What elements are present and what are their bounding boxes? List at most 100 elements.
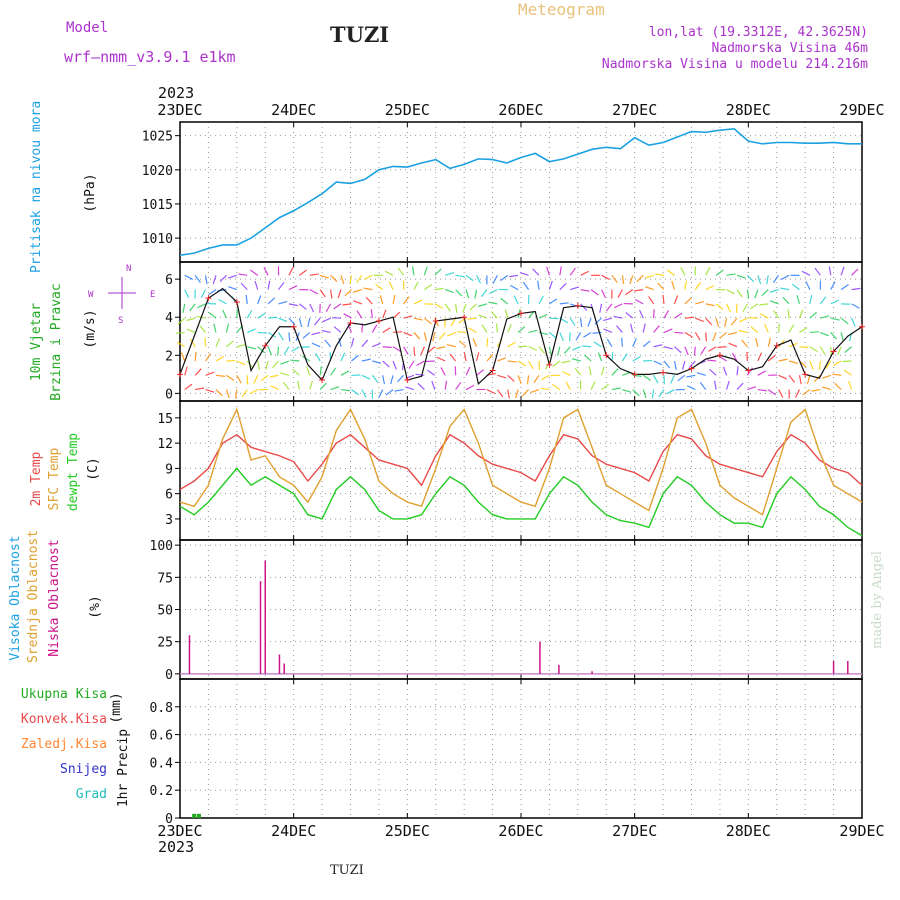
wind-arrow (370, 309, 373, 319)
wind-arrow (590, 381, 596, 390)
compass-w-label: W (88, 290, 94, 300)
wind-gust-marker (603, 352, 610, 359)
wind-arrow (603, 317, 613, 322)
wind-arrow (722, 366, 728, 376)
wind-arrow (769, 289, 779, 293)
wind-arrow (361, 358, 371, 362)
wind-arrow (684, 346, 689, 356)
wind-arrow (445, 289, 454, 294)
wind-arrow (497, 374, 507, 379)
wind-arrow (681, 360, 686, 370)
wind-arrow (593, 341, 602, 348)
wind-arrow (621, 337, 623, 347)
wind-arrow (478, 303, 488, 307)
x-tick-label-top: 24DEC (271, 101, 316, 119)
wind-arrow (782, 296, 790, 305)
wind-arrow (390, 375, 394, 385)
wind-arrow (417, 382, 425, 391)
wind-arrow (549, 298, 558, 305)
wind-arrow (194, 352, 197, 362)
pressure-line (179, 128, 862, 256)
wind-arrow (548, 346, 553, 356)
wind-arrow (517, 375, 522, 384)
wind-arrow (465, 274, 474, 282)
x-tick-label-bottom: 29DEC (839, 822, 884, 840)
wind-arrow (320, 274, 329, 279)
wind-arrow (298, 318, 303, 328)
wind-arrow (694, 282, 702, 290)
x-tick-label-bottom: 23DEC (157, 822, 202, 840)
wind-arrow (393, 331, 403, 334)
wind-arrow (280, 372, 290, 376)
wind-arrow (559, 302, 569, 305)
wind-arrows (175, 266, 861, 399)
wind-arrow (267, 297, 276, 305)
wind-arrow (490, 311, 498, 319)
wind-arrow (458, 340, 467, 348)
wind-arrow (455, 381, 462, 390)
wind-arrow (773, 310, 780, 319)
wind-arrow (423, 266, 428, 276)
wind-arrow (208, 312, 217, 319)
wind-arrow (671, 280, 676, 290)
wind-arrow (820, 315, 830, 319)
wind-arrow (236, 360, 246, 366)
wind-arrow (486, 337, 489, 347)
wind-arrow (257, 331, 267, 334)
wind-arrow (802, 389, 811, 396)
wind-arrow (267, 346, 273, 356)
wind-arrow (840, 317, 849, 325)
wind-arrow (794, 389, 801, 398)
x-tick-label-bottom: 25DEC (385, 822, 430, 840)
wind-arrow (283, 382, 290, 390)
wind-arrow (478, 314, 488, 319)
wind-arrow (738, 317, 748, 323)
wind-arrow (663, 360, 671, 369)
wind-gust-marker (404, 377, 411, 384)
wind-gust-marker (177, 371, 183, 378)
wind-arrow (686, 385, 696, 391)
wind-gust-marker (859, 323, 865, 330)
wind-arrow (844, 346, 852, 353)
wind-arrow (434, 303, 443, 309)
wind-arrow (651, 389, 655, 399)
wind-arrow (311, 331, 321, 336)
wind-arrow (594, 317, 602, 325)
wind-arrow (424, 317, 432, 325)
x-tick-label-top: 25DEC (385, 101, 430, 119)
wind-arrow (272, 360, 279, 369)
station-title: TUZI (330, 22, 390, 47)
wind-arrow (662, 294, 665, 304)
wind-arrow (561, 360, 571, 364)
wind-arrow (246, 310, 253, 319)
lonlat-text: lon,lat (19.3312E, 42.3625N) (648, 25, 868, 40)
wind-arrow (780, 274, 790, 280)
wind-arrow (396, 374, 404, 383)
wind-arrow (450, 317, 457, 327)
wind-arrow (590, 289, 599, 296)
wind-arrow (574, 367, 582, 376)
wind-arrow (324, 339, 332, 348)
wind-arrow (828, 266, 832, 276)
wind-arrow (486, 389, 496, 395)
wind-arrow (190, 338, 196, 348)
wind-arrow (644, 286, 654, 291)
wind-arrow (778, 323, 780, 333)
wind-arrow (833, 360, 842, 367)
wind-arrow (798, 309, 804, 319)
wind-arrow (333, 326, 342, 333)
wind-arrow (569, 332, 571, 342)
wind-arrow (415, 373, 425, 376)
wind-arrow (629, 275, 634, 285)
wind-arrow (447, 331, 456, 337)
wind-arrow (799, 346, 809, 349)
wind-arrow (392, 346, 402, 353)
wind-arrow (507, 374, 515, 382)
wind-gust-marker (688, 365, 695, 372)
wind-arrow (436, 356, 446, 362)
wind-arrow (309, 303, 315, 313)
wind-arrow (444, 303, 451, 312)
wind-arrow (726, 273, 736, 276)
wind-arrow (746, 289, 750, 299)
wind-arrow (413, 281, 419, 290)
